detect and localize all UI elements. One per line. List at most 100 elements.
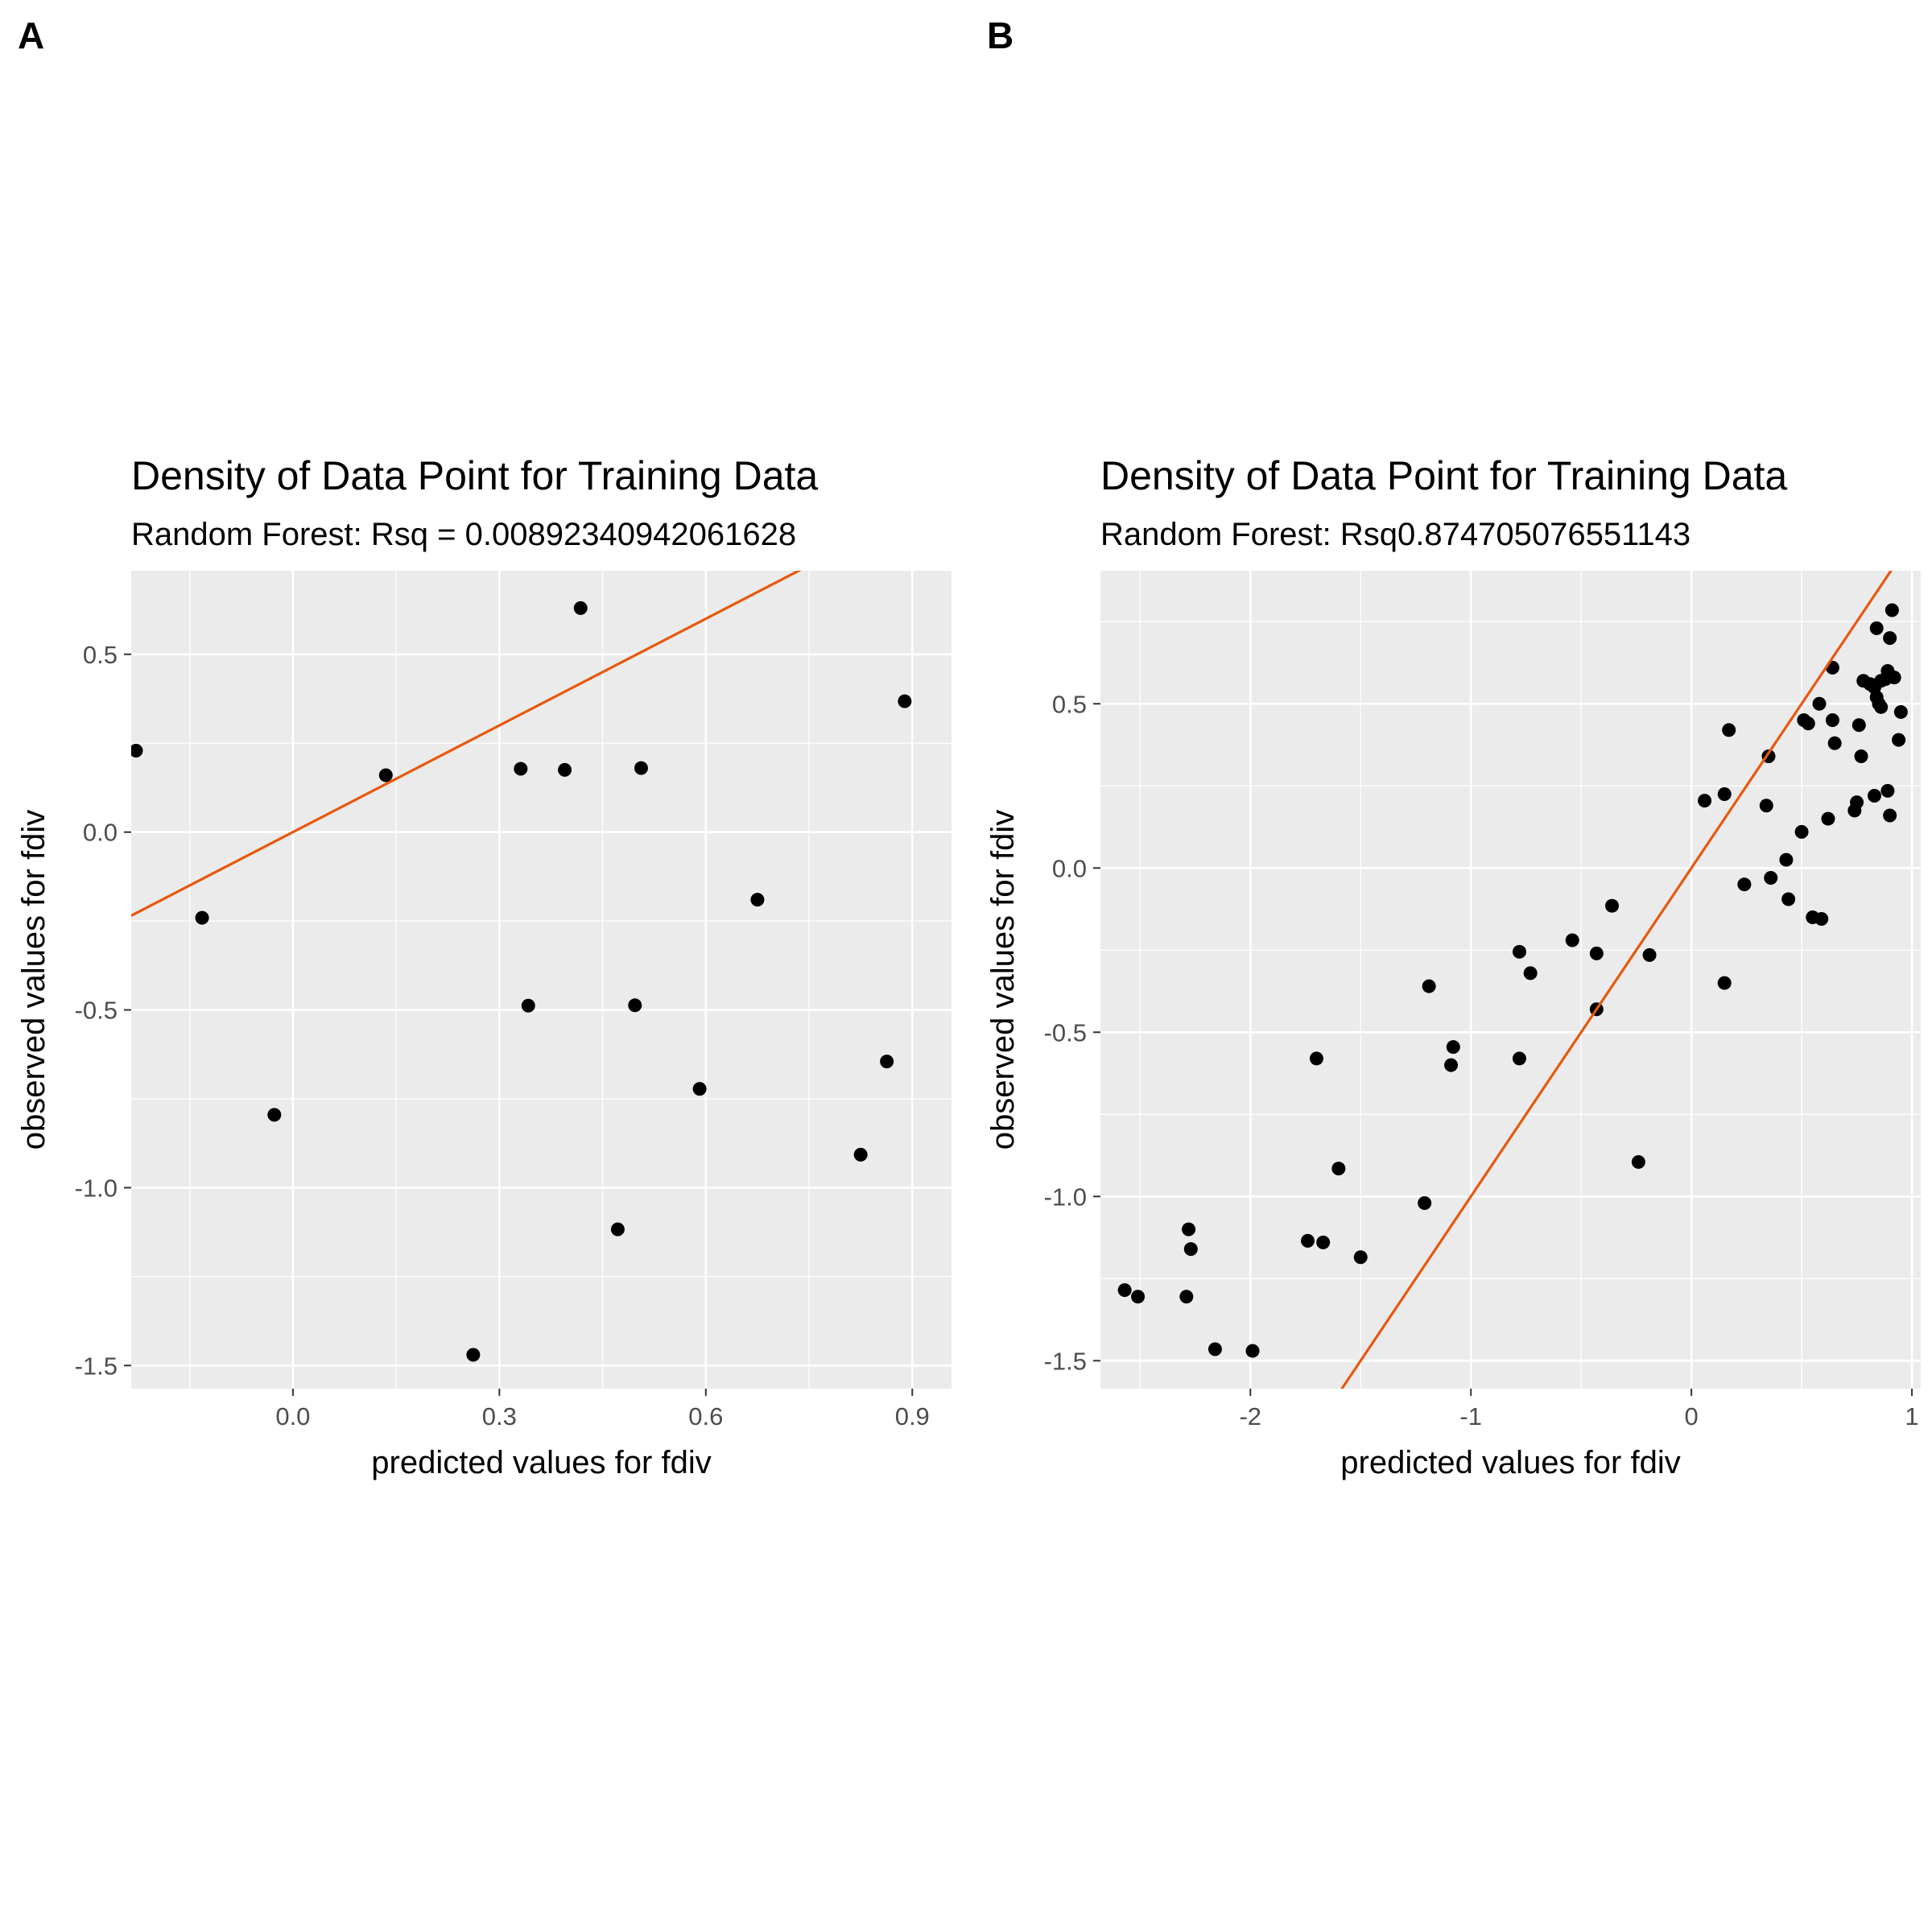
y-tick-label: -1.0 (75, 1174, 118, 1202)
panel-b: B Density of Data Point for Training Data… (985, 14, 1921, 1480)
scatter-point (1631, 1154, 1645, 1169)
scatter-point (1353, 1250, 1368, 1265)
chart-title: Density of Data Point for Training Data (131, 453, 818, 498)
y-tick-label: -1.5 (1044, 1347, 1087, 1375)
plot-background (1100, 571, 1921, 1389)
identity-line (131, 571, 802, 917)
scatter-point (1885, 603, 1899, 617)
scatter-point (1208, 1342, 1222, 1356)
scatter-point (750, 893, 765, 907)
x-tick-label: 0 (1684, 1402, 1698, 1430)
scatter-point (1737, 877, 1752, 892)
y-tick-label: 0.5 (83, 641, 118, 669)
scatter-point (1565, 933, 1579, 947)
scatter-point (1867, 789, 1881, 803)
scatter-point (634, 761, 648, 775)
x-tick-label: 0.9 (895, 1402, 930, 1430)
scatter-point (880, 1055, 894, 1069)
scatter-point (1605, 898, 1620, 913)
scatter-point (1316, 1235, 1331, 1249)
y-tick-label: 0.0 (83, 819, 118, 847)
scatter-point (1874, 700, 1889, 714)
scatter-points (131, 601, 912, 1362)
scatter-point (195, 910, 209, 925)
scatter-point (1887, 671, 1901, 685)
scatter-point (1852, 718, 1866, 733)
chart-title: Density of Data Point for Training Data (1100, 453, 1787, 498)
y-tick-label: -1.5 (75, 1352, 118, 1380)
scatter-point (1854, 749, 1868, 764)
scatter-point (1422, 979, 1436, 993)
y-tick-label: 0.0 (1052, 854, 1087, 882)
panel-label: B (987, 14, 1013, 56)
scatter-point (1880, 783, 1895, 798)
scatter-point (1883, 808, 1897, 823)
scatter-point (1814, 912, 1829, 927)
scatter-point (1245, 1344, 1260, 1358)
scatter-point (1893, 704, 1908, 719)
scatter-point (1183, 1242, 1198, 1257)
scatter-point (558, 762, 572, 777)
scatter-point (1892, 733, 1906, 747)
y-tick-label: -1.0 (1044, 1183, 1087, 1211)
scatter-point (1418, 1195, 1432, 1210)
x-tick-label: -1 (1459, 1402, 1482, 1430)
y-axis-title: observed values for fdiv (16, 810, 52, 1150)
identity-line (1340, 571, 1893, 1389)
scatter-point (1446, 1040, 1460, 1055)
scatter-point (1131, 1290, 1146, 1304)
scatter-point (1825, 713, 1839, 728)
scatter-point (610, 1222, 625, 1236)
scatter-point (1764, 871, 1778, 886)
scatter-point (1821, 811, 1835, 826)
scatter-point (514, 762, 528, 776)
y-axis-title: observed values for fdiv (985, 810, 1021, 1150)
scatter-point (1794, 824, 1809, 839)
scatter-point (1869, 621, 1884, 635)
scatter-point (898, 694, 912, 708)
scatter-point (521, 998, 535, 1013)
scatter-point (573, 601, 588, 615)
x-tick-label: 0.0 (275, 1402, 310, 1430)
scatter-point (1182, 1222, 1196, 1236)
chart-subtitle: Random Forest: Rsq0.874705076551143 (1100, 517, 1690, 552)
x-tick-label: -2 (1239, 1402, 1261, 1430)
scatter-point (1722, 723, 1736, 737)
scatter-points (1117, 603, 1908, 1358)
scatter-point (853, 1147, 868, 1162)
scatter-point (1850, 795, 1864, 810)
scatter-point (1717, 976, 1732, 990)
grid (1100, 571, 1921, 1389)
scatter-point (1717, 786, 1732, 801)
scatter-point (1300, 1233, 1315, 1248)
plot-background (131, 571, 952, 1389)
scatter-point (1523, 966, 1538, 980)
y-tick-label: 0.5 (1052, 690, 1087, 718)
scatter-point (1827, 736, 1842, 750)
scatter-point (1812, 696, 1827, 711)
panel-label: A (18, 14, 44, 56)
scatter-point (1331, 1162, 1346, 1176)
x-tick-label: 0.6 (688, 1402, 723, 1430)
scatter-point (1444, 1058, 1459, 1072)
scatter-point (1779, 852, 1794, 867)
grid (131, 571, 952, 1389)
scatter-point (466, 1348, 481, 1362)
x-axis-title: predicted values for fdiv (371, 1445, 711, 1480)
y-tick-label: -0.5 (75, 997, 118, 1025)
scatter-point (1309, 1051, 1323, 1066)
panel-a: A Density of Data Point for Training Data… (16, 14, 952, 1480)
scatter-point (1117, 1283, 1132, 1298)
x-tick-label: 1 (1905, 1402, 1918, 1430)
scatter-point (1512, 1051, 1526, 1066)
scatter-point (1512, 944, 1526, 959)
scatter-point (378, 768, 393, 782)
scatter-point (628, 998, 642, 1013)
scatter-point (1642, 947, 1657, 962)
scatter-point (1698, 794, 1712, 808)
y-tick-label: -0.5 (1044, 1018, 1087, 1046)
scatter-point (692, 1082, 707, 1096)
scatter-point (1883, 631, 1897, 646)
scatter-point (131, 744, 143, 758)
